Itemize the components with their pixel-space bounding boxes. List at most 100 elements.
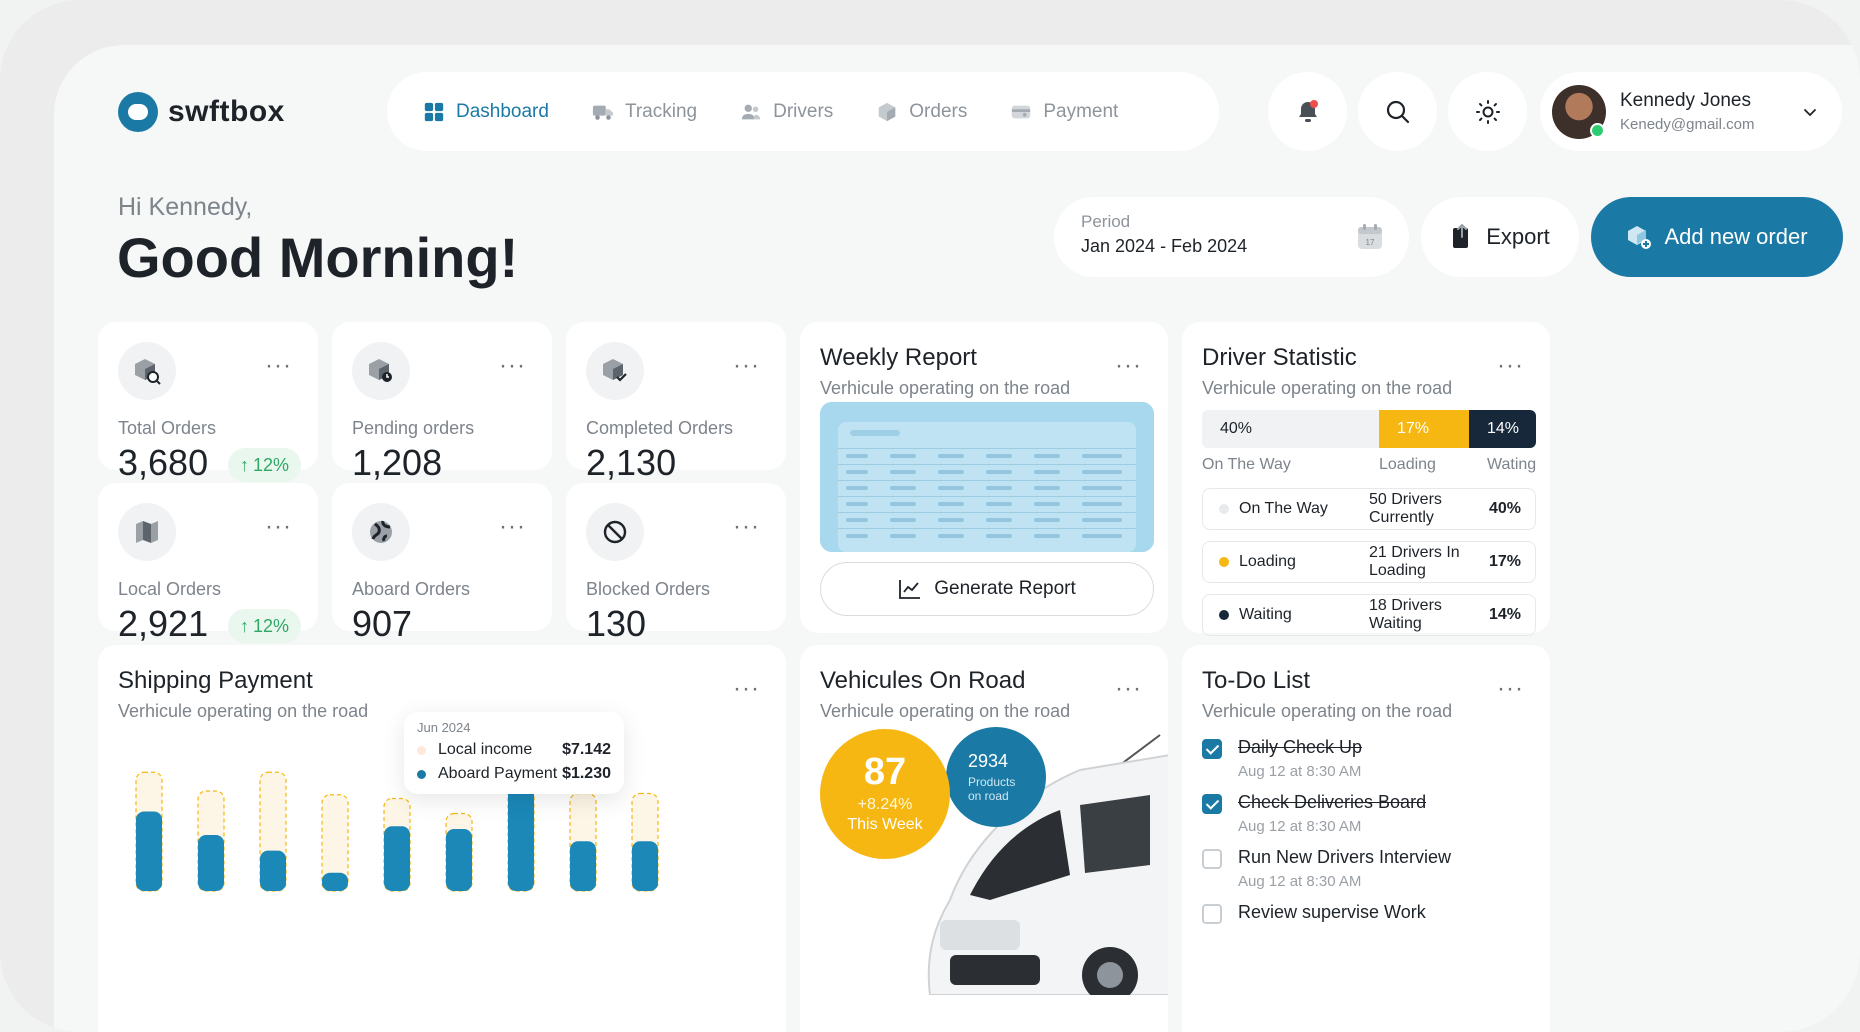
todo-title: Check Deliveries Board	[1238, 792, 1427, 812]
bar-value[interactable]	[384, 826, 410, 891]
driver-row[interactable]: Waiting 18 Drivers Waiting 14%	[1202, 594, 1536, 636]
add-order-label: Add new order	[1664, 224, 1808, 249]
more-options-icon[interactable]: ···	[1497, 352, 1524, 379]
driver-row[interactable]: Loading 21 Drivers In Loading 17%	[1202, 541, 1536, 583]
more-options-icon[interactable]: ···	[265, 513, 292, 540]
bar-value[interactable]	[508, 776, 534, 891]
more-options-icon[interactable]: ···	[1497, 675, 1524, 702]
tooltip-date: Jun 2024	[417, 720, 471, 735]
bar-value[interactable]	[570, 841, 596, 891]
todo-title: Run New Drivers Interview	[1238, 847, 1452, 867]
box-search-icon	[118, 342, 176, 400]
bar-value[interactable]	[198, 835, 224, 891]
calendar-icon: 17	[1358, 224, 1382, 249]
checkbox-unchecked[interactable]	[1202, 904, 1222, 924]
box-icon	[879, 102, 896, 121]
segment-loading: 17%	[1379, 410, 1469, 448]
stat-value: 907	[352, 603, 413, 644]
theme-toggle-button[interactable]	[1448, 72, 1527, 151]
segment-pct: 40%	[1220, 420, 1253, 437]
segment-waiting: 14%	[1469, 410, 1536, 448]
bar-value[interactable]	[322, 872, 348, 891]
stat-value: 1,208	[352, 442, 443, 483]
payment-icon	[1012, 105, 1031, 118]
growth-value: 12%	[253, 454, 290, 475]
generate-report-label: Generate Report	[934, 578, 1076, 599]
weekly-report-card: Weekly Report Verhicule operating on the…	[800, 322, 1168, 633]
driver-status-pct: 17%	[1488, 553, 1521, 570]
user-profile-menu[interactable]: Kennedy Jones Kenedy@gmail.com	[1540, 72, 1842, 151]
driver-statistic-card: Driver Statistic Verhicule operating on …	[1182, 322, 1550, 636]
card-subtitle: Verhicule operating on the road	[1202, 378, 1453, 398]
user-name: Kennedy Jones	[1620, 90, 1751, 111]
checkbox-unchecked[interactable]	[1202, 849, 1222, 869]
period-value: Jan 2024 - Feb 2024	[1081, 236, 1248, 256]
bar-value[interactable]	[136, 811, 162, 891]
more-options-icon[interactable]: ···	[733, 352, 760, 379]
generate-report-button[interactable]: Generate Report	[820, 562, 1154, 616]
nav-label: Orders	[909, 100, 968, 122]
globe-icon	[352, 503, 410, 561]
nav-tracking[interactable]: Tracking	[591, 101, 697, 123]
map-icon	[118, 503, 176, 561]
nav-orders[interactable]: Orders	[875, 101, 967, 123]
card-subtitle: Verhicule operating on the road	[820, 378, 1071, 398]
status-dot	[1219, 504, 1229, 514]
period-label: Period	[1081, 212, 1131, 231]
card-subtitle: Verhicule operating on the road	[820, 701, 1071, 721]
stat-value: 3,680	[118, 442, 209, 483]
driver-row[interactable]: On The Way 50 Drivers Currently 40%	[1202, 488, 1536, 530]
add-new-order-button[interactable]: Add new order	[1591, 197, 1843, 277]
more-options-icon[interactable]: ···	[1115, 675, 1142, 702]
user-email: Kenedy@gmail.com	[1620, 116, 1755, 133]
driver-status-name: On The Way	[1239, 500, 1328, 517]
card-subtitle: Verhicule operating on the road	[118, 701, 369, 721]
brand-logo[interactable]: swftbox	[118, 92, 285, 132]
segment-pct: 14%	[1487, 420, 1520, 437]
stat-label: Pending orders	[352, 418, 475, 438]
period-picker[interactable]: Period Jan 2024 - Feb 2024 17	[1054, 197, 1409, 277]
card-title: Weekly Report	[820, 344, 977, 371]
nav-dashboard[interactable]: Dashboard	[422, 101, 549, 123]
greeting-subtitle: Hi Kennedy,	[118, 193, 253, 221]
vehicles-week-bubble: 87 +8.24% This Week	[820, 729, 950, 859]
tooltip-series-value: $7.142	[562, 741, 611, 758]
growth-badge: ↑ 12%	[228, 609, 302, 643]
notification-button[interactable]	[1268, 72, 1347, 151]
stat-card-pending-orders: ··· Pending orders 1,208	[332, 322, 552, 483]
legend-on-the-way: On The Way	[1202, 456, 1291, 473]
more-options-icon[interactable]: ···	[499, 513, 526, 540]
growth-value: 12%	[253, 615, 290, 636]
bar-value[interactable]	[446, 829, 472, 891]
bar-value[interactable]	[260, 850, 286, 891]
export-button[interactable]: Export	[1421, 197, 1579, 277]
arrow-up-icon: ↑	[240, 454, 249, 475]
stat-card-total-orders: ··· Total Orders 3,680 ↑ 12%	[98, 322, 318, 483]
shipping-payment-card: Shipping Payment Verhicule operating on …	[98, 645, 786, 1032]
checkbox-checked[interactable]	[1202, 794, 1222, 814]
status-dot	[1219, 557, 1229, 567]
more-options-icon[interactable]: ···	[265, 352, 292, 379]
card-subtitle: Verhicule operating on the road	[1202, 701, 1453, 721]
nav-drivers[interactable]: Drivers	[739, 101, 833, 123]
bar-value[interactable]	[632, 841, 658, 891]
nav-payment[interactable]: Payment	[1009, 101, 1118, 123]
more-options-icon[interactable]: ···	[499, 352, 526, 379]
chart-icon	[899, 580, 921, 599]
more-options-icon[interactable]: ···	[1115, 352, 1142, 379]
main-nav: Dashboard Tracking Drivers Orders Paymen…	[387, 72, 1219, 151]
stat-label: Blocked Orders	[586, 579, 711, 599]
stat-card-local-orders: ··· Local Orders 2,921 ↑ 12%	[98, 483, 318, 644]
search-button[interactable]	[1358, 72, 1437, 151]
driver-status-desc: 50 Drivers Currently	[1369, 491, 1442, 526]
shipping-bar-chart	[135, 771, 659, 892]
blocked-icon	[586, 503, 644, 561]
truck-icon	[592, 105, 614, 120]
dashboard-icon	[424, 102, 444, 121]
more-options-icon[interactable]: ···	[733, 513, 760, 540]
todo-title: Review supervise Work	[1238, 902, 1426, 922]
card-title: Driver Statistic	[1202, 344, 1357, 371]
checkbox-checked[interactable]	[1202, 739, 1222, 759]
stat-card-blocked-orders: ··· Blocked Orders 130	[566, 483, 786, 644]
